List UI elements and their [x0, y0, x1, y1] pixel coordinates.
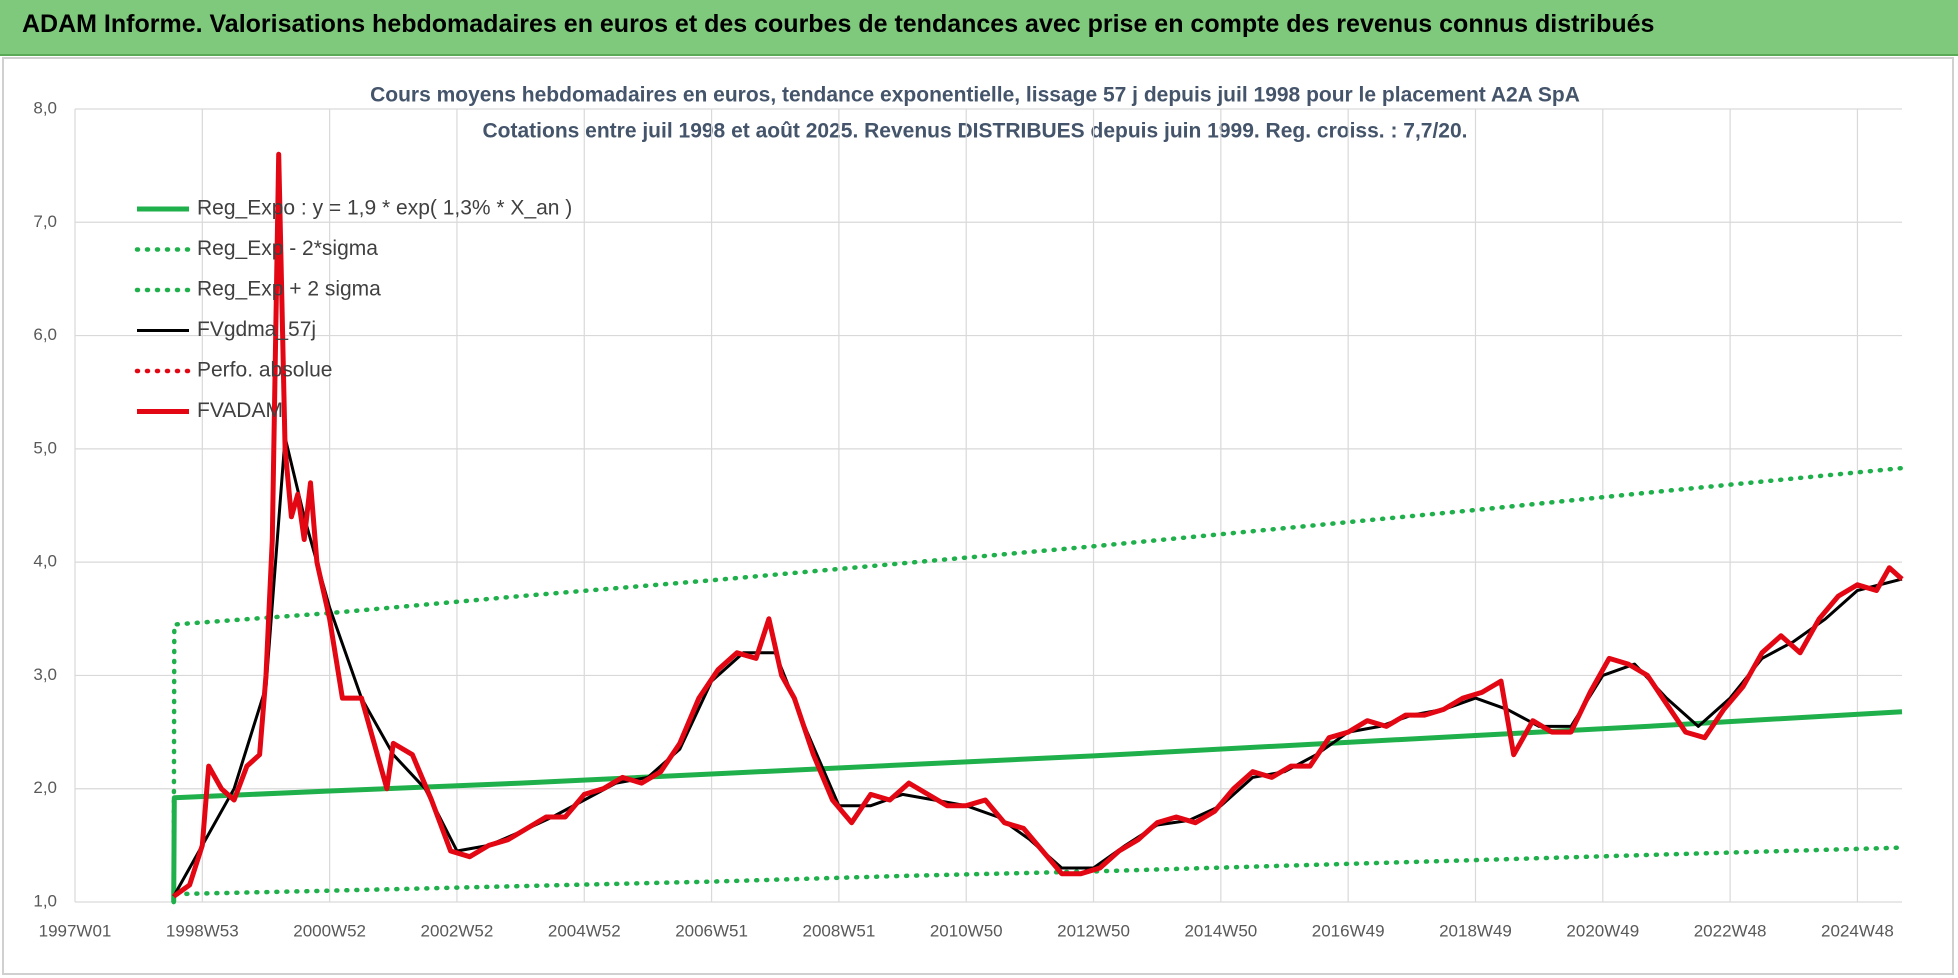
y-tick-label: 8,0 — [33, 98, 57, 117]
y-tick-label: 3,0 — [33, 665, 57, 684]
y-tick-label: 7,0 — [33, 212, 57, 231]
legend-label: Reg_Exp + 2 sigma — [197, 278, 381, 301]
x-tick-label: 2020W49 — [1566, 921, 1639, 940]
x-tick-label: 2024W48 — [1821, 921, 1894, 940]
legend-label: Reg_Exp - 2*sigma — [197, 237, 378, 260]
x-tick-label: 1998W53 — [166, 921, 239, 940]
page-title: ADAM Informe. Valorisations hebdomadaire… — [22, 10, 1655, 38]
x-tick-label: 1997W01 — [39, 921, 112, 940]
chart-subtitle: Cotations entre juil 1998 et août 2025. … — [483, 120, 1468, 143]
y-tick-label: 6,0 — [33, 325, 57, 344]
x-tick-label: 2000W52 — [293, 921, 366, 940]
series-line — [171, 709, 1903, 903]
header: ADAM Informe. Valorisations hebdomadaire… — [0, 0, 1958, 56]
x-tick-label: 2004W52 — [548, 921, 621, 940]
x-tick-label: 2016W49 — [1312, 921, 1385, 940]
series-line — [172, 151, 1904, 899]
x-tick-label: 2010W50 — [930, 921, 1003, 940]
series-line — [171, 465, 1905, 905]
x-tick-label: 2006W51 — [675, 921, 748, 940]
legend-label: Reg_Expo : y = 1,9 * exp( 1,3% * X_an ) — [197, 197, 572, 220]
x-tick-label: 2008W51 — [803, 921, 876, 940]
y-tick-label: 2,0 — [33, 778, 57, 797]
legend-label: Perfo. absolue — [197, 359, 332, 382]
x-tick-label: 2002W52 — [421, 921, 494, 940]
legend-label: FVADAM — [197, 399, 283, 422]
chart-title: Cours moyens hebdomadaires en euros, ten… — [370, 84, 1580, 107]
series-line — [171, 845, 1905, 905]
chart-frame — [2, 57, 1954, 975]
x-tick-label: 2022W48 — [1694, 921, 1767, 940]
chart: Cours moyens hebdomadaires en euros, ten… — [2, 57, 1954, 975]
x-tick-label: 2012W50 — [1057, 921, 1130, 940]
y-tick-label: 4,0 — [33, 552, 57, 571]
y-tick-label: 1,0 — [33, 891, 57, 910]
x-tick-label: 2014W50 — [1184, 921, 1257, 940]
x-tick-label: 2018W49 — [1439, 921, 1512, 940]
legend-label: FVgdma_57j — [197, 318, 316, 341]
y-tick-label: 5,0 — [33, 438, 57, 457]
